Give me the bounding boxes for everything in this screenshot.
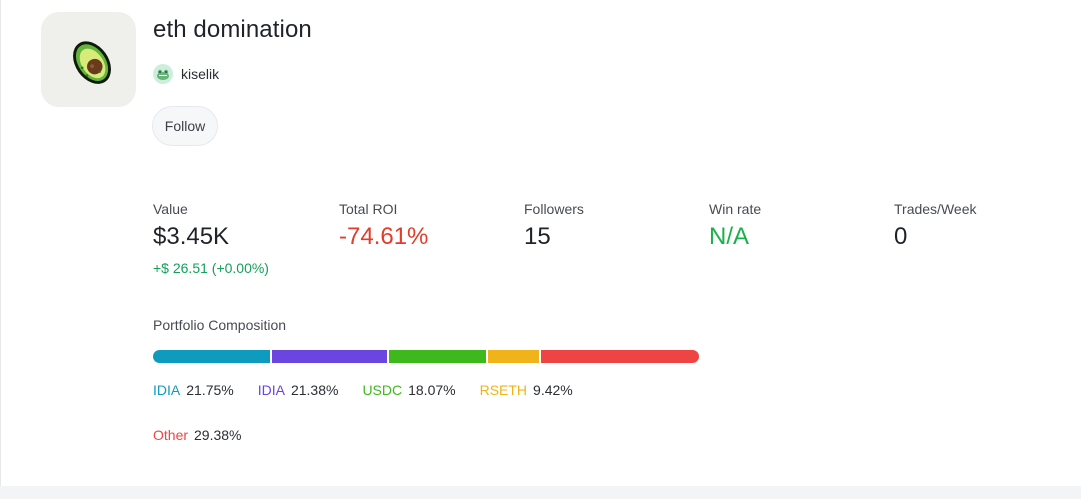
- legend-item: IDIA 21.38%: [258, 382, 339, 398]
- stat-label: Total ROI: [339, 201, 398, 217]
- stat-value-number: $3.45K: [153, 223, 230, 250]
- author[interactable]: kiselik: [153, 64, 219, 84]
- composition-segment-usdc[interactable]: [389, 350, 487, 363]
- legend-pct: 21.38%: [290, 382, 339, 398]
- legend-token: Other: [153, 427, 189, 443]
- portfolio-title: eth domination: [153, 16, 312, 43]
- stat-win-rate: Win rate N/A: [709, 201, 761, 251]
- frog-avatar-icon: [153, 64, 173, 84]
- legend-pct: 18.07%: [408, 382, 456, 398]
- stat-label: Win rate: [709, 201, 762, 217]
- legend-token: IDIA: [153, 382, 181, 398]
- legend-pct: 9.42%: [533, 382, 573, 398]
- stat-value-change: +$ 26.51 (+0.00%): [153, 260, 269, 276]
- bottom-divider: [0, 486, 1081, 499]
- legend-item: USDC 18.07%: [362, 382, 455, 398]
- legend-item: RSETH 9.42%: [480, 382, 573, 398]
- avocado-icon: [72, 40, 111, 84]
- portfolio-composition-label: Portfolio Composition: [153, 317, 287, 333]
- composition-legend: IDIA 21.75% IDIA 21.38% USDC 18.07% RSET…: [153, 382, 713, 472]
- stat-followers: Followers 15: [524, 201, 584, 251]
- stat-win-rate-value: N/A: [709, 223, 750, 250]
- composition-segment-idia[interactable]: [153, 350, 270, 363]
- composition-bar: [153, 350, 699, 363]
- follow-button[interactable]: Follow: [152, 106, 218, 146]
- stat-label: Value: [153, 201, 188, 217]
- stat-total-roi: Total ROI -74.61%: [339, 201, 428, 251]
- stat-label: Followers: [524, 201, 584, 217]
- legend-item: Other 29.38%: [153, 427, 242, 443]
- panel-left-border: [0, 0, 1, 499]
- author-name[interactable]: kiselik: [181, 66, 220, 82]
- legend-row: Other 29.38%: [153, 427, 713, 443]
- stat-followers-value: 15: [524, 223, 551, 250]
- portfolio-avatar: [41, 12, 136, 107]
- legend-row: IDIA 21.75% IDIA 21.38% USDC 18.07% RSET…: [153, 382, 713, 398]
- legend-item: IDIA 21.75%: [153, 382, 234, 398]
- stat-trades-week-value: 0: [894, 223, 908, 250]
- stat-total-roi-value: -74.61%: [339, 223, 429, 250]
- legend-token: RSETH: [479, 382, 528, 398]
- stat-trades-week: Trades/Week 0: [894, 201, 976, 251]
- stat-label: Trades/Week: [894, 201, 977, 217]
- legend-token: IDIA: [257, 382, 285, 398]
- stat-value: Value $3.45K +$ 26.51 (+0.00%): [153, 201, 269, 276]
- composition-segment-other[interactable]: [540, 350, 699, 363]
- composition-segment-rseth[interactable]: [488, 350, 539, 363]
- legend-pct: 21.75%: [186, 382, 234, 398]
- composition-segment-idia[interactable]: [272, 350, 388, 363]
- legend-pct: 29.38%: [194, 427, 242, 443]
- legend-token: USDC: [362, 382, 403, 398]
